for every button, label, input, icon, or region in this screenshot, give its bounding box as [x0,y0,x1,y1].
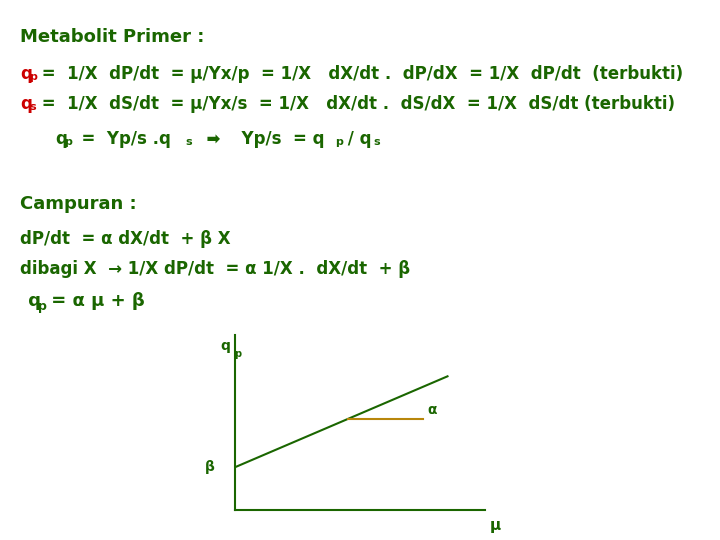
Text: β: β [205,460,215,474]
Text: p: p [38,300,47,313]
Text: q: q [22,292,41,310]
Text: μ: μ [490,518,501,533]
Text: p: p [335,137,343,147]
Text: q: q [20,95,32,113]
Text: Metabolit Primer :: Metabolit Primer : [20,28,204,46]
Text: s: s [185,137,192,147]
Text: p: p [234,349,241,359]
Text: dP/dt  = α dX/dt  + β X: dP/dt = α dX/dt + β X [20,230,230,248]
Text: =  Yp/s .q: = Yp/s .q [70,130,171,148]
Text: s: s [373,137,379,147]
Text: Yp/s  = q: Yp/s = q [230,130,325,148]
Text: q: q [55,130,67,148]
Text: q: q [20,65,32,83]
Text: = α μ + β: = α μ + β [45,292,145,310]
Text: p: p [64,137,72,147]
Text: α: α [428,403,437,417]
Text: =  1/X  dP/dt  = μ/Yx/p  = 1/X   dX/dt .  dP/dX  = 1/X  dP/dt  (terbukti): = 1/X dP/dt = μ/Yx/p = 1/X dX/dt . dP/dX… [36,65,683,83]
Text: / q: / q [342,130,372,148]
Text: Campuran :: Campuran : [20,195,137,213]
Text: p: p [29,72,37,82]
Text: =  1/X  dS/dt  = μ/Yx/s  = 1/X   dX/dt .  dS/dX  = 1/X  dS/dt (terbukti): = 1/X dS/dt = μ/Yx/s = 1/X dX/dt . dS/dX… [36,95,675,113]
Text: s: s [29,102,35,112]
Text: dibagi X  → 1/X dP/dt  = α 1/X .  dX/dt  + β: dibagi X → 1/X dP/dt = α 1/X . dX/dt + β [20,260,410,278]
Text: ➡: ➡ [195,130,220,148]
Text: q: q [220,339,230,353]
